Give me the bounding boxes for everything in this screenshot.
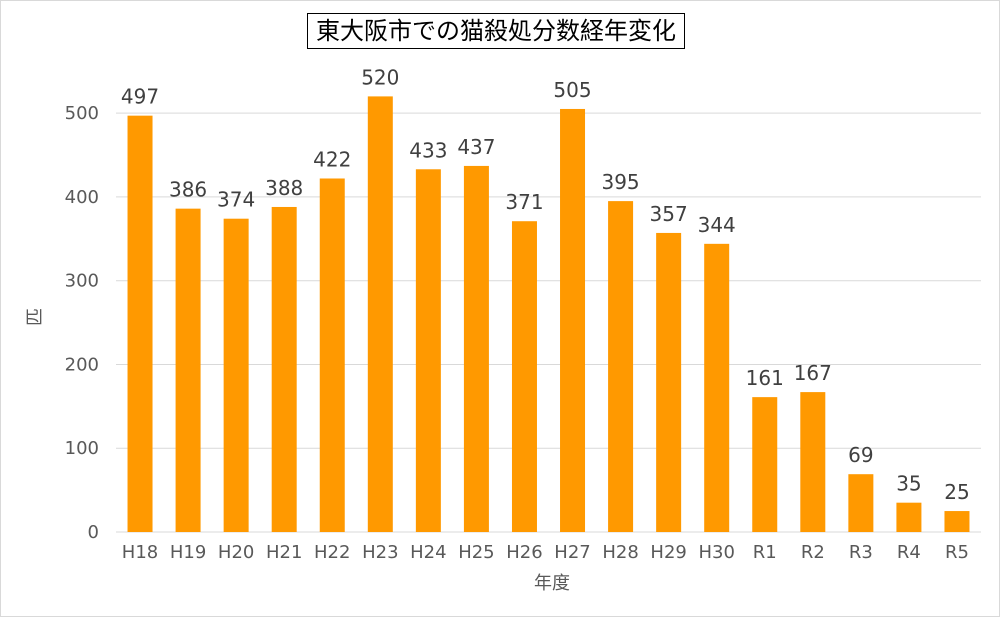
y-tick-label: 400: [65, 187, 99, 208]
bar-R3: [848, 474, 874, 532]
y-axis-ticks: 0 100 200 300 400 500: [65, 103, 99, 543]
x-tick-label: H23: [362, 542, 398, 563]
chart-title: 東大阪市での猫殺処分数経年変化: [307, 13, 685, 49]
bar-H27: [560, 108, 586, 533]
bar-R1: [752, 397, 778, 532]
data-label-H18: 497: [121, 85, 159, 109]
x-tick-label: R5: [945, 542, 969, 563]
y-axis-title: 匹: [25, 308, 46, 326]
data-label-H19: 386: [169, 178, 207, 202]
bar-R2: [800, 392, 826, 532]
bar-R4: [896, 502, 922, 532]
data-label-R4: 35: [896, 472, 921, 496]
y-tick-label: 300: [65, 271, 99, 292]
bar-H25: [463, 165, 489, 532]
x-tick-label: H25: [458, 542, 494, 563]
data-label-H28: 395: [601, 170, 639, 194]
x-tick-label: H30: [698, 542, 734, 563]
x-tick-label: H26: [506, 542, 542, 563]
y-tick-label: 200: [65, 354, 99, 375]
data-label-H21: 388: [265, 176, 303, 200]
bars: [127, 96, 970, 533]
data-label-H29: 357: [650, 202, 688, 226]
bar-H29: [656, 232, 682, 532]
data-label-H20: 374: [217, 188, 255, 212]
bar-R5: [944, 511, 970, 532]
y-tick-label: 100: [65, 438, 99, 459]
bar-H26: [511, 221, 537, 532]
data-label-H26: 371: [505, 190, 543, 214]
bar-H23: [367, 96, 393, 533]
data-label-H25: 437: [457, 135, 495, 159]
data-label-H24: 433: [409, 138, 447, 162]
data-label-H27: 505: [553, 78, 591, 102]
x-tick-label: H28: [602, 542, 638, 563]
bar-H30: [704, 243, 730, 532]
x-tick-label: H27: [554, 542, 590, 563]
x-tick-label: H21: [266, 542, 302, 563]
bar-H22: [319, 178, 345, 532]
bar-H20: [223, 218, 249, 532]
bar-H24: [415, 169, 441, 533]
data-label-H22: 422: [313, 147, 351, 171]
data-label-H23: 520: [361, 65, 399, 89]
data-label-R2: 167: [794, 361, 832, 385]
x-tick-label: R3: [849, 542, 873, 563]
y-tick-label: 500: [65, 103, 99, 124]
bar-H18: [127, 115, 153, 533]
x-axis-ticks: H18 H19 H20 H21 H22 H23 H24 H25 H26 H27 H28 H29 H30 R…: [122, 542, 969, 563]
data-label-R5: 25: [944, 480, 969, 504]
data-labels: 497 386 374 388 422 520 433 437 371 505 395 357 344 1…: [121, 65, 970, 504]
gridlines: [116, 112, 981, 533]
bar-H21: [271, 206, 297, 532]
bar-H19: [175, 208, 201, 532]
x-tick-label: R4: [897, 542, 921, 563]
x-tick-label: R2: [801, 542, 825, 563]
x-tick-label: H22: [314, 542, 350, 563]
bar-H28: [608, 201, 634, 532]
x-axis-title: 年度: [534, 573, 570, 594]
data-label-H30: 344: [698, 213, 736, 237]
data-label-R3: 69: [848, 443, 873, 467]
x-tick-label: H19: [170, 542, 206, 563]
x-tick-label: H29: [650, 542, 686, 563]
data-label-R1: 161: [746, 366, 784, 390]
x-tick-label: H18: [122, 542, 158, 563]
x-tick-label: H20: [218, 542, 254, 563]
y-tick-label: 0: [88, 522, 99, 543]
x-tick-label: H24: [410, 542, 446, 563]
x-tick-label: R1: [753, 542, 777, 563]
